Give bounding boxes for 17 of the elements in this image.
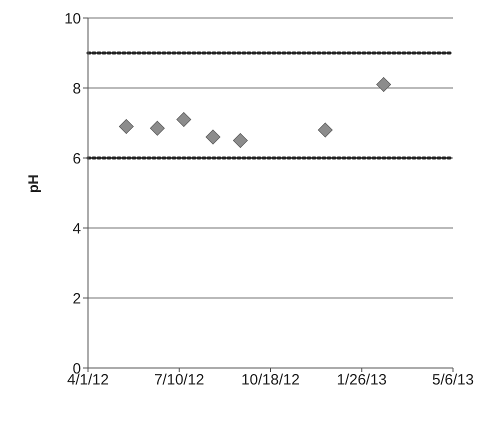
point [376, 77, 392, 92]
point [118, 119, 134, 134]
y-tick-label: 10 [64, 10, 81, 28]
x-tick-label: 7/10/12 [154, 372, 204, 389]
y-tick-label: 4 [72, 220, 81, 238]
y-tick-label: 8 [72, 80, 81, 98]
y-tick-label: 2 [72, 290, 81, 308]
point [150, 120, 165, 136]
point [176, 112, 192, 127]
y-axis-title: pH [24, 174, 41, 193]
point [232, 133, 248, 148]
x-tick-label: 10/18/12 [241, 372, 300, 389]
point [318, 122, 333, 138]
x-tick-label: 5/6/13 [432, 372, 474, 389]
x-tick-label: 1/26/13 [336, 372, 387, 389]
point [206, 130, 220, 144]
y-tick-label: 6 [72, 150, 81, 168]
